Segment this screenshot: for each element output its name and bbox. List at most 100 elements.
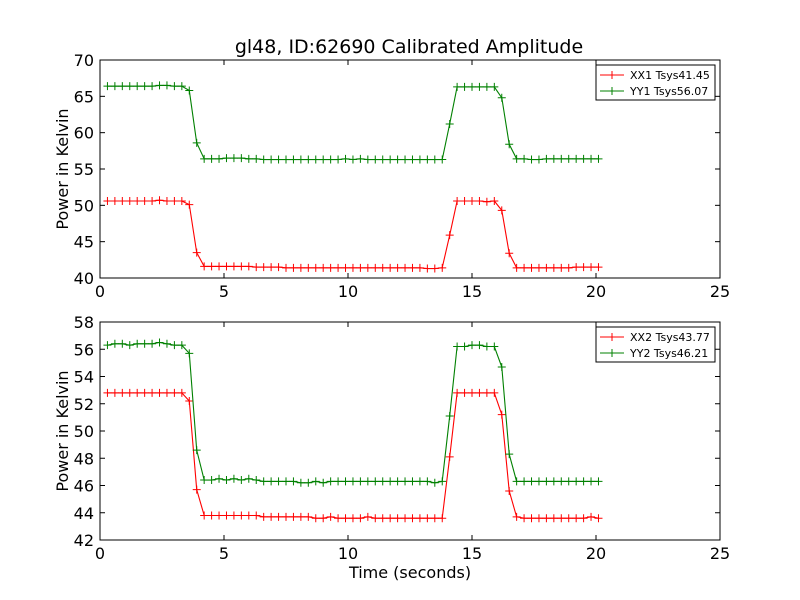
bottom-series-2-point (267, 477, 276, 486)
bottom-series-1-point (527, 514, 536, 523)
top-series-2-point (162, 81, 171, 90)
bottom-series-2-point (356, 477, 365, 486)
top-series-2-point (534, 155, 543, 164)
top-series-1-point (401, 263, 410, 272)
bottom-series-2-point (468, 341, 476, 350)
bottom-series-2-point (430, 478, 439, 487)
bottom-series-2-point (579, 477, 588, 486)
top-series-1-point (497, 206, 506, 215)
bottom-y-tick-label: 42 (74, 531, 94, 550)
bottom-series-2-point (542, 477, 551, 486)
bottom-series-1-point (534, 514, 543, 523)
bottom-series-2-point (103, 341, 112, 350)
bottom-x-tick-label: 25 (710, 544, 730, 563)
bottom-series-2-point (363, 477, 372, 486)
bottom-series-2-point (237, 476, 246, 485)
top-series-2-point (549, 154, 558, 163)
figure-title: gl48, ID:62690 Calibrated Amplitude (235, 36, 583, 58)
bottom-series-1-point (185, 397, 194, 406)
top-series-2-point (110, 82, 119, 91)
bottom-series-1-point (542, 514, 551, 523)
top-series-2-point (594, 154, 603, 163)
bottom-series-1-point (579, 514, 588, 523)
bottom-series-2-point (378, 477, 387, 486)
top-y-tick-label: 45 (74, 233, 94, 252)
top-series-2-point (319, 155, 328, 164)
bottom-series-1-point (133, 388, 142, 397)
top-series-1-point (460, 196, 469, 205)
bottom-legend-marker-1 (608, 333, 616, 341)
bottom-series-2-point (125, 341, 134, 350)
top-series-1-point (296, 263, 305, 272)
bottom-series-line-1 (107, 392, 599, 519)
bottom-series-2-point (274, 477, 283, 486)
top-legend-label-2: YY1 Tsys56.07 (629, 85, 708, 98)
top-series-2-point (311, 155, 320, 164)
bottom-series-1-point (155, 388, 164, 397)
bottom-series-1-point (326, 512, 335, 521)
top-series-2-point (363, 155, 372, 164)
bottom-series-line-2 (107, 341, 599, 484)
top-series-1-point (564, 263, 573, 272)
top-y-tick-label: 60 (74, 124, 94, 143)
top-series-1-point (587, 263, 596, 272)
top-series-2-point (468, 82, 476, 91)
top-series-1-point (103, 196, 112, 205)
bottom-series-2-point (371, 477, 380, 486)
bottom-y-tick-label: 46 (74, 477, 94, 496)
top-x-tick-label: 15 (462, 282, 482, 301)
top-series-1-point (229, 262, 238, 271)
top-series-2-point (267, 155, 276, 164)
top-series-2-point (415, 155, 424, 164)
top-series-2-point (170, 82, 179, 91)
bottom-series-1-point (415, 514, 424, 523)
top-series-2-point (125, 82, 134, 91)
bottom-series-2-point (207, 476, 216, 485)
bottom-series-2-point (572, 477, 581, 486)
bottom-series-2-point (527, 477, 536, 486)
top-series-2-point (386, 155, 395, 164)
top-series-2-point (505, 140, 514, 149)
bottom-series-2-point (185, 349, 194, 358)
bottom-series-2-point (401, 477, 410, 486)
top-series-1-point (512, 263, 521, 272)
bottom-series-1-point (378, 514, 387, 523)
top-series-1-point (140, 196, 149, 205)
bottom-series-1-point (587, 512, 596, 521)
top-series-2-point (453, 82, 462, 91)
top-series-2-point (148, 82, 157, 91)
top-series-1-point (215, 262, 224, 271)
top-series-1-point (170, 196, 179, 205)
bottom-series-1-point (401, 514, 410, 523)
bottom-series-1-point (341, 514, 350, 523)
top-series-1-point (482, 197, 491, 206)
bottom-y-tick-label: 58 (74, 313, 94, 332)
top-series-2-point (423, 155, 432, 164)
top-y-tick-label: 55 (74, 160, 94, 179)
top-y-tick-label: 40 (74, 269, 94, 288)
top-series-2-point (326, 155, 335, 164)
top-series-1-point (207, 262, 216, 271)
top-series-2-point (133, 82, 142, 91)
bottom-series-1-point (103, 388, 112, 397)
bottom-series-1-point (460, 388, 469, 397)
top-series-1-point (378, 263, 387, 272)
bottom-series-2-point (453, 342, 462, 351)
top-y-tick-label: 50 (74, 196, 94, 215)
top-series-2-point (482, 82, 491, 91)
top-series-1-point (363, 263, 372, 272)
top-series-1-point (542, 263, 551, 272)
bottom-series-2-point (460, 342, 469, 351)
top-series-1-point (520, 263, 529, 272)
top-series-1-point (311, 263, 320, 272)
bottom-series-1-point (207, 511, 216, 520)
bottom-series-2-point (162, 339, 171, 348)
top-series-1-point (222, 262, 231, 271)
top-series-1-point (549, 263, 558, 272)
top-series-1-point (282, 263, 290, 272)
top-series-2-point (542, 154, 551, 163)
top-series-line-2 (107, 84, 599, 161)
top-series-1-point (155, 196, 164, 205)
bottom-series-1-point (192, 485, 201, 494)
